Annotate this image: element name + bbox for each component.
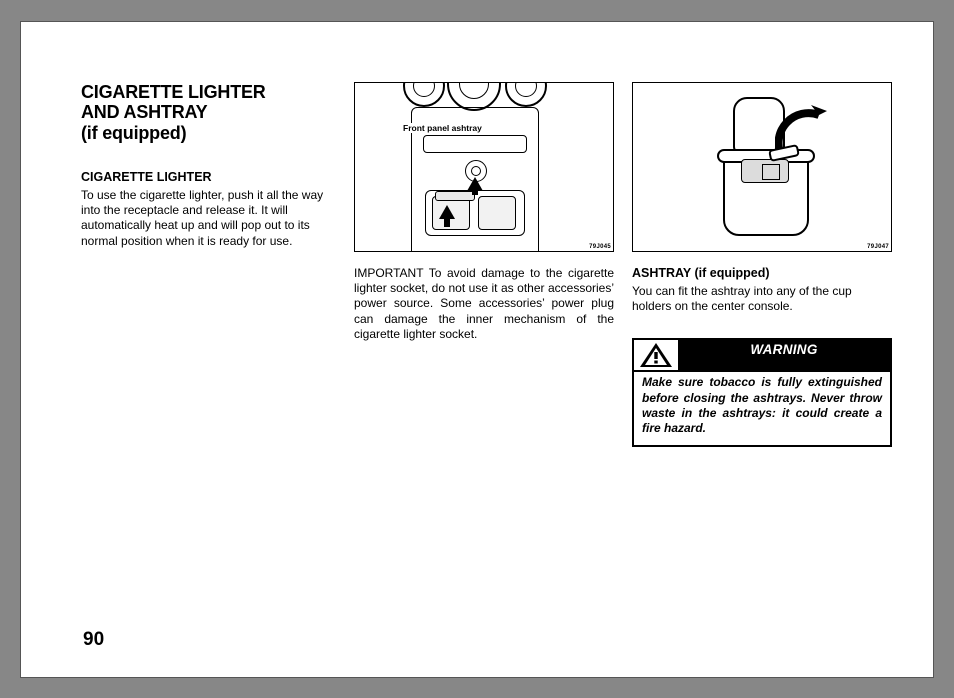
column-3: 79J047 ASHTRAY (if equipped) You can fit… (632, 82, 892, 447)
figure-label: Front panel ashtray (402, 123, 483, 133)
ashtray-opening-icon (741, 159, 789, 183)
dial-right-icon (505, 83, 547, 107)
body-lighter: To use the cigarette lighter, push it al… (81, 188, 336, 249)
arrow-to-socket-icon (465, 177, 485, 195)
warning-text: Make sure tobacco is fully extinguished … (634, 372, 890, 444)
body-important: IMPORTANT To avoid damage to the cigaret… (354, 266, 614, 343)
warning-header: WARNING (634, 340, 890, 372)
section-title: CIGARETTE LIGHTER AND ASHTRAY (if equipp… (81, 82, 336, 144)
subheading-lighter: CIGARETTE LIGHTER (81, 170, 336, 184)
cup-right-icon (478, 196, 516, 230)
slot-icon (423, 135, 527, 153)
warning-title: WARNING (678, 340, 890, 370)
columns: CIGARETTE LIGHTER AND ASHTRAY (if equipp… (81, 82, 878, 447)
ashtray-illustration (713, 99, 823, 244)
figure-dashboard: Front panel ashtray 79J045 (354, 82, 614, 252)
figure-code-1: 79J045 (589, 244, 611, 250)
dashboard-illustration (395, 83, 575, 251)
title-line-3: (if equipped) (81, 123, 186, 143)
column-2: Front panel ashtray 79J045 IMPORTANT To … (354, 82, 614, 447)
manual-page: CIGARETTE LIGHTER AND ASHTRAY (if equipp… (21, 22, 933, 677)
warning-triangle-icon (634, 340, 678, 370)
title-line-1: CIGARETTE LIGHTER (81, 82, 266, 102)
figure-code-2: 79J047 (867, 244, 889, 250)
page-number: 90 (83, 629, 104, 651)
dial-left-icon (403, 83, 445, 107)
warning-box: WARNING Make sure tobacco is fully extin… (632, 338, 892, 446)
body-ashtray: You can fit the ashtray into any of the … (632, 284, 892, 315)
column-1: CIGARETTE LIGHTER AND ASHTRAY (if equipp… (81, 82, 336, 447)
figure-ashtray: 79J047 (632, 82, 892, 252)
figure-ashtray-clip (633, 83, 891, 251)
title-line-2: AND ASHTRAY (81, 102, 207, 122)
figure-dashboard-clip: Front panel ashtray (355, 83, 613, 251)
arrow-to-ashtray-icon (437, 205, 457, 232)
subheading-ashtray: ASHTRAY (if equipped) (632, 266, 892, 280)
